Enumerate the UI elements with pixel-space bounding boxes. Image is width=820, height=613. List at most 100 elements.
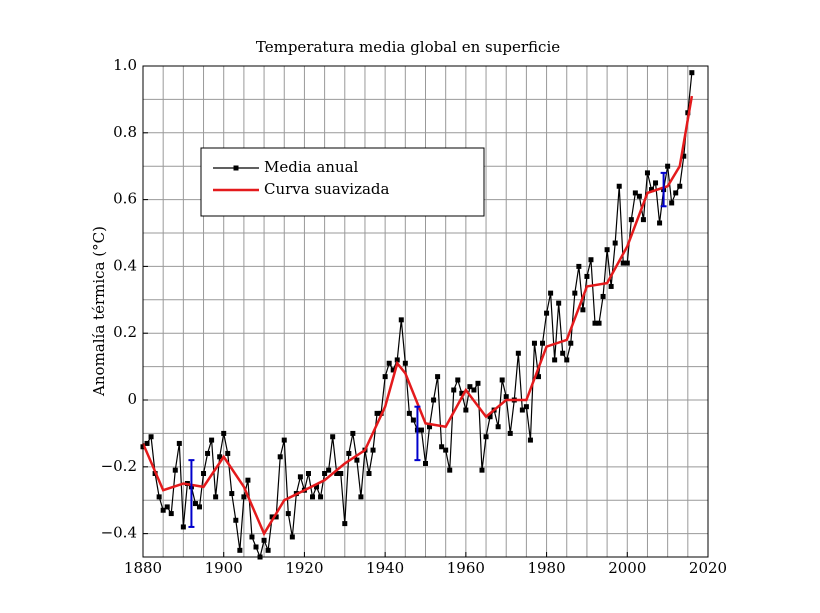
data-point [644, 170, 650, 176]
data-point [596, 320, 602, 326]
data-point [382, 374, 388, 380]
data-point [249, 534, 255, 540]
data-point [176, 440, 182, 446]
data-point [475, 380, 481, 386]
data-point [592, 320, 598, 326]
data-point [608, 283, 614, 289]
data-point [209, 437, 215, 443]
data-point [499, 377, 505, 383]
data-point [459, 390, 465, 396]
data-point [277, 454, 283, 460]
data-point [265, 547, 271, 553]
data-point [689, 70, 695, 76]
data-point [540, 340, 546, 346]
data-point [180, 524, 186, 530]
data-point [431, 397, 437, 403]
data-point [653, 180, 659, 186]
data-point [334, 470, 340, 476]
data-point [636, 193, 642, 199]
data-point [544, 310, 550, 316]
data-point [168, 511, 174, 517]
data-point [156, 494, 162, 500]
data-point [398, 317, 404, 323]
x-tick-label: 1920 [285, 559, 323, 577]
data-point [261, 537, 267, 543]
data-point [447, 467, 453, 473]
data-point [310, 494, 315, 500]
data-point [495, 424, 501, 430]
smooth-line [141, 95, 694, 537]
data-point [285, 511, 291, 517]
data-point [435, 374, 441, 380]
y-tick-label: 0.4 [113, 256, 137, 274]
data-point [406, 410, 412, 416]
data-point [225, 450, 231, 456]
data-point [568, 340, 574, 346]
data-point [213, 494, 219, 500]
data-point [455, 377, 461, 383]
data-point [346, 450, 352, 456]
data-point [523, 404, 529, 410]
chart-title: Temperatura media global en superficie [256, 38, 560, 56]
data-point [160, 507, 166, 513]
data-point [205, 450, 211, 456]
data-point [318, 494, 324, 500]
data-point [677, 183, 683, 189]
x-tick-label: 1940 [366, 559, 404, 577]
data-point [536, 374, 541, 380]
data-point [560, 350, 566, 356]
data-point [237, 547, 243, 553]
data-point [515, 350, 521, 356]
data-point [386, 360, 392, 366]
data-point [564, 357, 570, 363]
data-point [350, 430, 356, 436]
x-tick-label: 1880 [124, 559, 162, 577]
data-point [314, 484, 320, 490]
data-point [172, 467, 178, 473]
data-point [632, 190, 638, 196]
x-tick-label: 2020 [689, 559, 727, 577]
data-point [483, 434, 489, 440]
data-point [467, 384, 473, 390]
y-tick-label: −0.2 [101, 457, 137, 475]
data-point [620, 260, 626, 266]
data-point [390, 367, 396, 373]
data-point [358, 494, 364, 500]
plot-frame [142, 65, 709, 558]
data-point [507, 430, 513, 436]
data-point [584, 273, 590, 279]
data-point [669, 200, 675, 206]
data-point [640, 217, 646, 223]
data-point [628, 217, 634, 223]
y-tick-label: 0.8 [113, 123, 137, 141]
data-point [463, 407, 469, 413]
data-point [600, 293, 606, 299]
data-point [144, 440, 150, 446]
legend-label: Media anual [264, 158, 359, 176]
legend-label: Curva suavizada [264, 180, 390, 198]
data-point [519, 407, 525, 413]
data-point [273, 514, 279, 520]
data-point [374, 410, 380, 416]
y-tick-label: 0.2 [113, 323, 137, 341]
data-point [164, 504, 170, 510]
data-point [229, 491, 235, 497]
x-tick-label: 1980 [527, 559, 565, 577]
data-point [616, 183, 622, 189]
data-point [572, 290, 578, 296]
data-point [305, 470, 311, 476]
data-point [681, 153, 687, 159]
data-point [443, 447, 449, 453]
data-point [657, 220, 663, 226]
data-point [673, 190, 679, 196]
data-point [192, 501, 198, 507]
data-point [322, 470, 328, 476]
data-point [427, 424, 433, 430]
data-point [649, 187, 654, 193]
data-point [624, 260, 630, 266]
data-point [580, 307, 586, 313]
data-point [576, 263, 582, 269]
data-point [370, 447, 376, 453]
data-point [471, 387, 477, 393]
